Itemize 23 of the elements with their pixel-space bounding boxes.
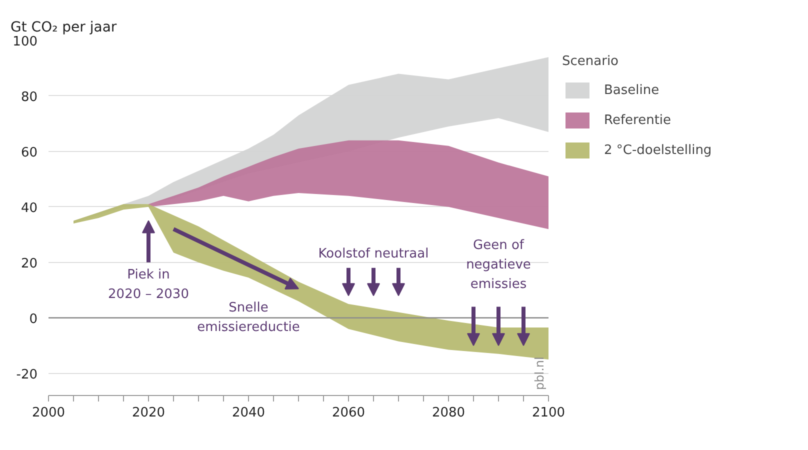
annotation: pbl.nl [532,356,546,390]
y-axis-title: Gt CO₂ per jaar [10,20,117,36]
y-tick-label: 20 [20,256,38,272]
legend-title: Scenario [562,54,620,69]
x-tick-label: 2080 [432,406,466,420]
legend-label: Baseline [604,82,660,100]
x-tick-label: 2040 [232,406,266,420]
annotation: Snelle emissiereductie [197,300,300,336]
legend-label: Referentie [604,112,672,130]
y-tick-label: -20 [16,367,38,382]
y-tick-label: 0 [29,312,38,327]
annotation: Geen of negatieve emissies [466,238,531,292]
annotation: Koolstof neutraal [318,246,429,262]
legend-label: 2 °C-doelstelling [604,142,712,160]
y-tick-label: 40 [20,200,38,216]
x-tick-label: 2100 [532,406,566,420]
annotation: Piek in 2020 – 2030 [108,267,189,302]
y-tick-label: 100 [12,34,38,50]
x-tick-label: 2000 [32,406,66,420]
x-tick-label: 2020 [132,406,166,420]
x-tick-label: 2060 [332,406,366,420]
y-tick-label: 60 [20,145,38,160]
y-tick-label: 80 [20,90,38,105]
